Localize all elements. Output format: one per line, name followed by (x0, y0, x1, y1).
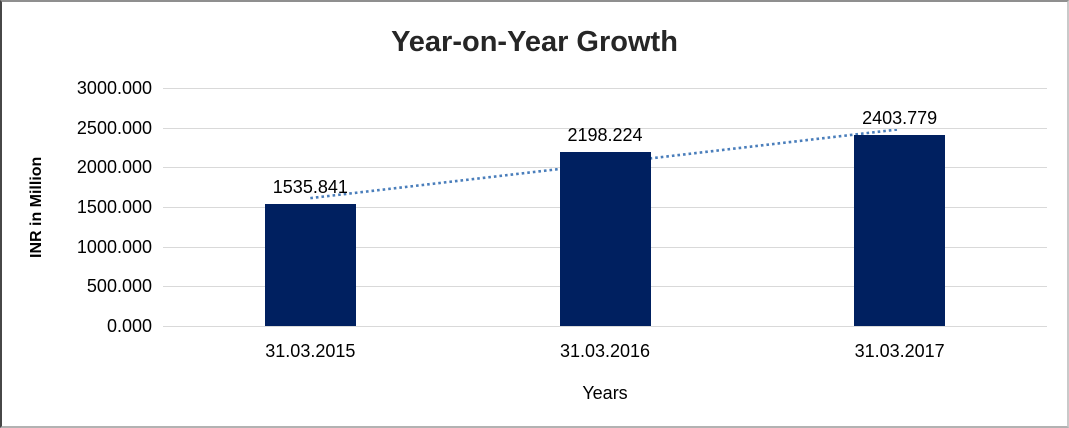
bar-31.03.2015 (264, 204, 356, 326)
x-tick-label: 31.03.2016 (559, 341, 651, 361)
x-axis-title: Years (582, 383, 628, 403)
y-tick-label: 0.000 (106, 316, 152, 336)
trendline-dotted (310, 127, 900, 200)
y-tick-label: 2500.000 (76, 117, 152, 138)
bar-value-label: 1535.841 (272, 177, 348, 198)
y-tick-label: 1500.000 (76, 197, 152, 217)
bar-31.03.2017 (854, 135, 946, 326)
bar-31.03.2016 (559, 151, 651, 326)
gridline (163, 326, 1047, 327)
bar-value-label: 2198.224 (567, 124, 643, 145)
trendline (310, 127, 900, 200)
gridline (163, 127, 1047, 129)
y-tick-label: 1000.000 (76, 236, 152, 257)
y-tick-label: 500.000 (86, 276, 152, 297)
bar-value-label: 2403.779 (862, 108, 938, 129)
plot-area: 1535.841 2198.224 2403.779 (163, 88, 1047, 327)
y-tick-label: 2000.000 (76, 157, 152, 178)
x-tick-label: 31.03.2015 (265, 341, 356, 361)
chart-title: Year-on-Year Growth (391, 26, 678, 58)
y-tick-label: 3000.000 (76, 78, 152, 98)
x-tick-label: 31.03.2017 (854, 341, 945, 361)
gridline (163, 88, 1047, 89)
